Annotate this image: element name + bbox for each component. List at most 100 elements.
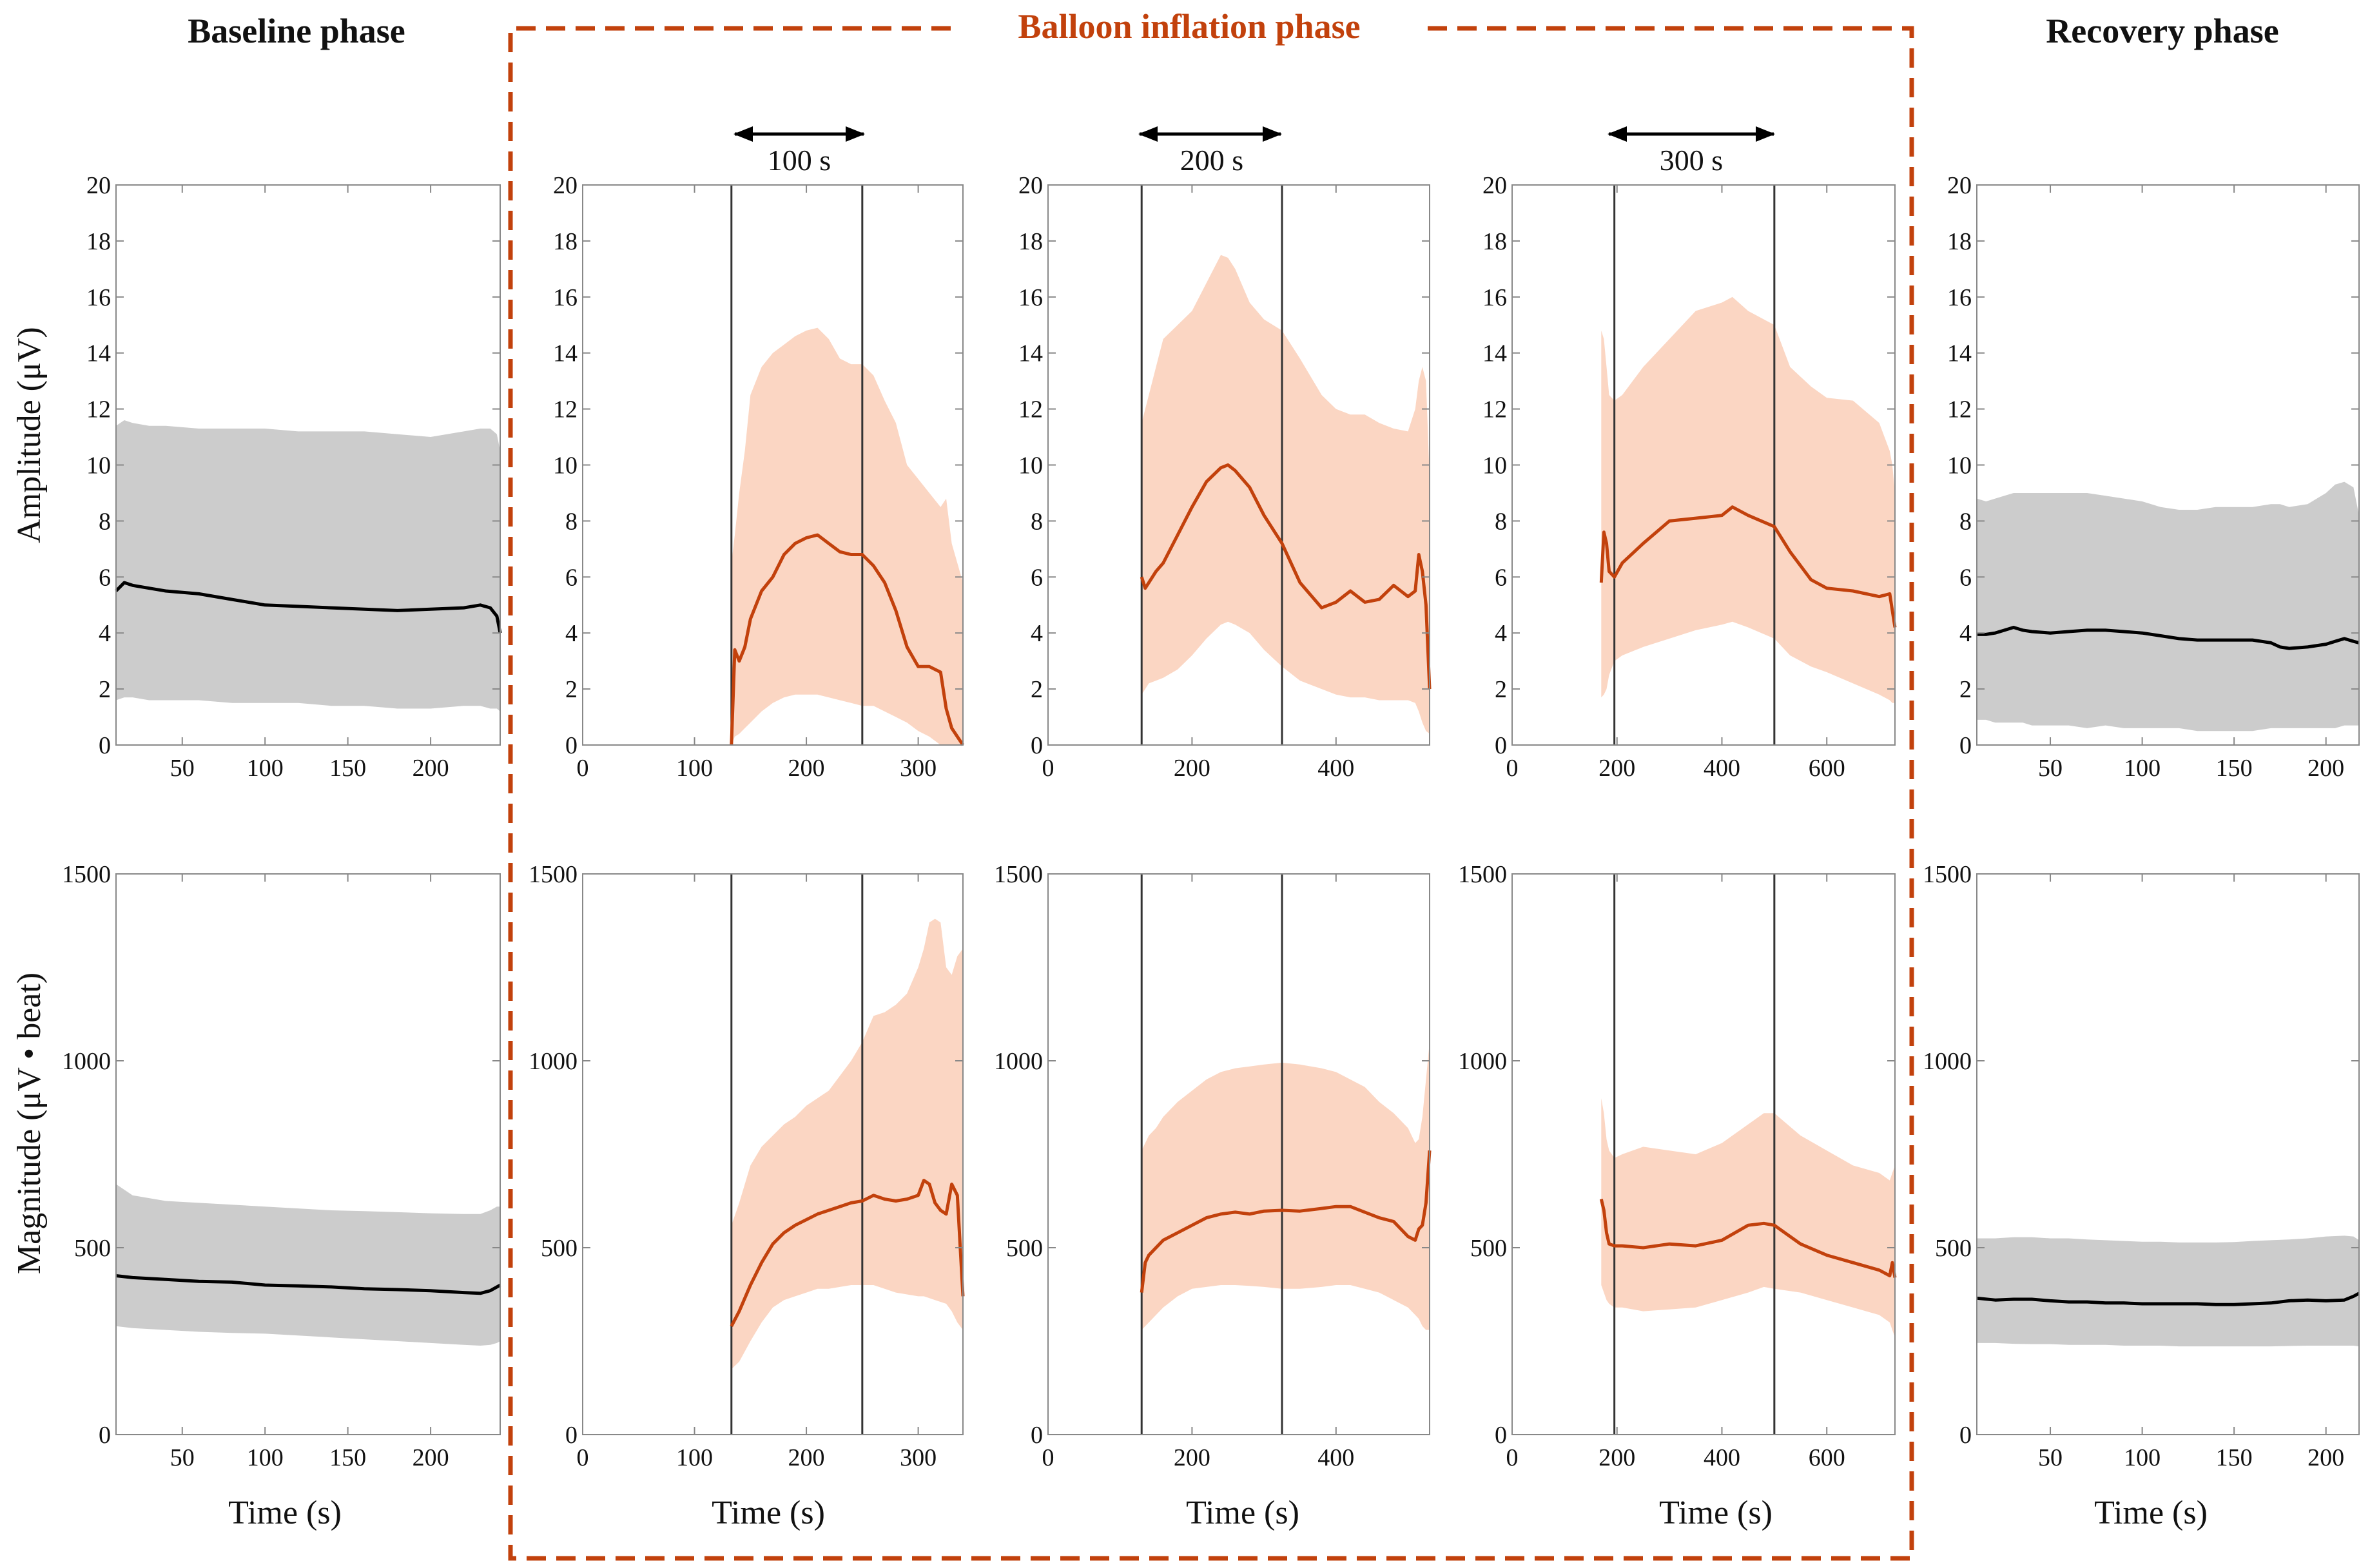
panel-mag-baseline: 0 500 1000 1500 50 100 150 200 xyxy=(62,861,501,1471)
duration-label-200: 200 s xyxy=(1180,144,1243,177)
mag-recovery-ytick-label: 0 xyxy=(1959,1422,1972,1449)
amp-100-mean-line xyxy=(730,533,965,746)
amp-200-ytick-label: 16 xyxy=(1018,284,1043,311)
mag-baseline-xtick-label: 100 xyxy=(247,1444,284,1471)
xlabel-inflation200: Time (s) xyxy=(1186,1495,1299,1531)
amp-300-band xyxy=(1601,296,1895,703)
amp-200-ytick-label: 2 xyxy=(1031,676,1043,703)
amp-baseline-xtick-label: 200 xyxy=(413,755,449,782)
mag-300-xtick-label: 0 xyxy=(1506,1444,1519,1471)
amp-200-ytick-label: 4 xyxy=(1031,620,1043,647)
amp-300-ytick-label: 8 xyxy=(1495,508,1507,535)
mag-200-ytick-label: 0 xyxy=(1031,1422,1043,1449)
amp-200-xtick-label: 400 xyxy=(1317,755,1354,782)
mag-200-ytick-label: 1500 xyxy=(994,861,1043,888)
amp-recovery-xtick-label: 50 xyxy=(2038,755,2063,782)
panel-amp-baseline: 0 2 4 6 8 10 12 14 16 18 20 50 100 150 200 xyxy=(86,172,502,782)
amplitude-ylabel: Amplitude (μV) xyxy=(11,327,48,543)
mag-300-xtick-label: 400 xyxy=(1704,1444,1740,1471)
amp-recovery-ytick-label: 20 xyxy=(1947,172,1972,199)
amp-300-ytick-label: 0 xyxy=(1495,732,1507,759)
amp-100-band xyxy=(731,327,963,746)
amp-baseline-ytick-label: 12 xyxy=(86,396,111,423)
amp-recovery-ytick-label: 8 xyxy=(1959,508,1972,535)
amp-baseline-ytick-label: 20 xyxy=(86,172,111,199)
amp-baseline-ytick-label: 14 xyxy=(86,340,111,367)
mag-100-xtick-label: 200 xyxy=(788,1444,825,1471)
amp-100-ytick-label: 18 xyxy=(553,228,578,255)
amp-100-ytick-label: 6 xyxy=(565,564,578,591)
amp-300-xtick-label: 600 xyxy=(1809,755,1845,782)
amp-recovery-ytick-label: 14 xyxy=(1947,340,1972,367)
xlabel-inflation300: Time (s) xyxy=(1659,1495,1773,1531)
mag-recovery-band xyxy=(1977,1235,2359,1347)
mag-100-xtick-label: 100 xyxy=(676,1444,713,1471)
panel-amp-recovery: 0 2 4 6 8 10 12 14 16 18 20 50 100 150 200 xyxy=(1947,172,2360,782)
amp-100-ytick-label: 16 xyxy=(553,284,578,311)
mag-200-ytick-label: 1000 xyxy=(994,1048,1043,1075)
amp-200-ytick-label: 8 xyxy=(1031,508,1043,535)
duration-label-100: 100 s xyxy=(768,144,831,177)
amp-300-ytick-label: 20 xyxy=(1482,172,1507,199)
mag-300-mean-line xyxy=(1599,1199,1897,1278)
amp-recovery-ytick-label: 2 xyxy=(1959,676,1972,703)
mag-200-frame xyxy=(1047,873,1430,1435)
mag-recovery-ytick-label: 500 xyxy=(1935,1235,1972,1262)
mag-baseline-xtick-label: 150 xyxy=(329,1444,366,1471)
amp-recovery-xtick-label: 100 xyxy=(2124,755,2161,782)
amp-200-mean-line xyxy=(1140,463,1432,690)
mag-baseline-ytick-label: 0 xyxy=(99,1422,111,1449)
amp-100-xtick-label: 100 xyxy=(676,755,713,782)
mag-200-xtick-label: 200 xyxy=(1174,1444,1210,1471)
mag-baseline-ytick-label: 1500 xyxy=(62,861,111,888)
amp-baseline-ytick-label: 16 xyxy=(86,284,111,311)
amp-100-xtick-label: 0 xyxy=(577,755,589,782)
amp-300-xtick-label: 200 xyxy=(1598,755,1635,782)
amp-baseline-ytick-label: 4 xyxy=(99,620,111,647)
xlabel-recovery: Time (s) xyxy=(2094,1495,2208,1531)
mag-100-band xyxy=(731,918,963,1370)
amp-recovery-ytick-label: 16 xyxy=(1947,284,1972,311)
amp-300-ytick-label: 4 xyxy=(1495,620,1507,647)
amp-100-xtick-label: 300 xyxy=(900,755,937,782)
mag-300-ytick-label: 1500 xyxy=(1458,861,1507,888)
duration-arrow-100: 100 s xyxy=(733,126,865,177)
amp-100-ytick-label: 20 xyxy=(553,172,578,199)
amp-recovery-ytick-label: 4 xyxy=(1959,620,1972,647)
mag-recovery-xtick-label: 50 xyxy=(2038,1444,2063,1471)
mag-300-xtick-label: 600 xyxy=(1809,1444,1845,1471)
mag-100-mean-line xyxy=(730,1179,965,1327)
panel-mag-200: 0 500 1000 1500 0 200 400 xyxy=(994,861,1432,1471)
mag-300-xtick-label: 200 xyxy=(1598,1444,1635,1471)
panel-mag-100: 0 500 1000 1500 0 100 200 300 xyxy=(529,861,965,1471)
mag-200-xtick-label: 0 xyxy=(1042,1444,1054,1471)
amp-200-xtick-label: 200 xyxy=(1174,755,1210,782)
mag-200-mean-line xyxy=(1140,1150,1432,1293)
amp-200-ytick-label: 6 xyxy=(1031,564,1043,591)
duration-label-300: 300 s xyxy=(1660,144,1723,177)
xlabel-baseline: Time (s) xyxy=(228,1495,342,1531)
amp-recovery-xtick-label: 200 xyxy=(2307,755,2344,782)
amp-300-xtick-label: 400 xyxy=(1704,755,1740,782)
amp-baseline-xtick-label: 100 xyxy=(247,755,284,782)
mag-100-frame xyxy=(582,873,964,1435)
amp-100-ytick-label: 12 xyxy=(553,396,578,423)
mag-recovery-xtick-label: 200 xyxy=(2307,1444,2344,1471)
amp-300-ytick-label: 14 xyxy=(1482,340,1507,367)
mag-300-ytick-label: 0 xyxy=(1495,1422,1507,1449)
amp-300-ytick-label: 2 xyxy=(1495,676,1507,703)
amp-200-band xyxy=(1141,255,1430,734)
amp-baseline-xtick-label: 50 xyxy=(170,755,195,782)
amp-baseline-mean-line xyxy=(115,581,502,634)
duration-arrow-200: 200 s xyxy=(1138,126,1282,177)
amp-baseline-ytick-label: 6 xyxy=(99,564,111,591)
amp-100-ytick-label: 2 xyxy=(565,676,578,703)
amp-recovery-ytick-label: 0 xyxy=(1959,732,1972,759)
amp-300-mean-line xyxy=(1599,505,1897,628)
mag-baseline-frame xyxy=(115,873,501,1435)
amp-100-ytick-label: 14 xyxy=(553,340,578,367)
amp-recovery-band xyxy=(1977,481,2359,731)
xlabel-inflation100: Time (s) xyxy=(712,1495,825,1531)
